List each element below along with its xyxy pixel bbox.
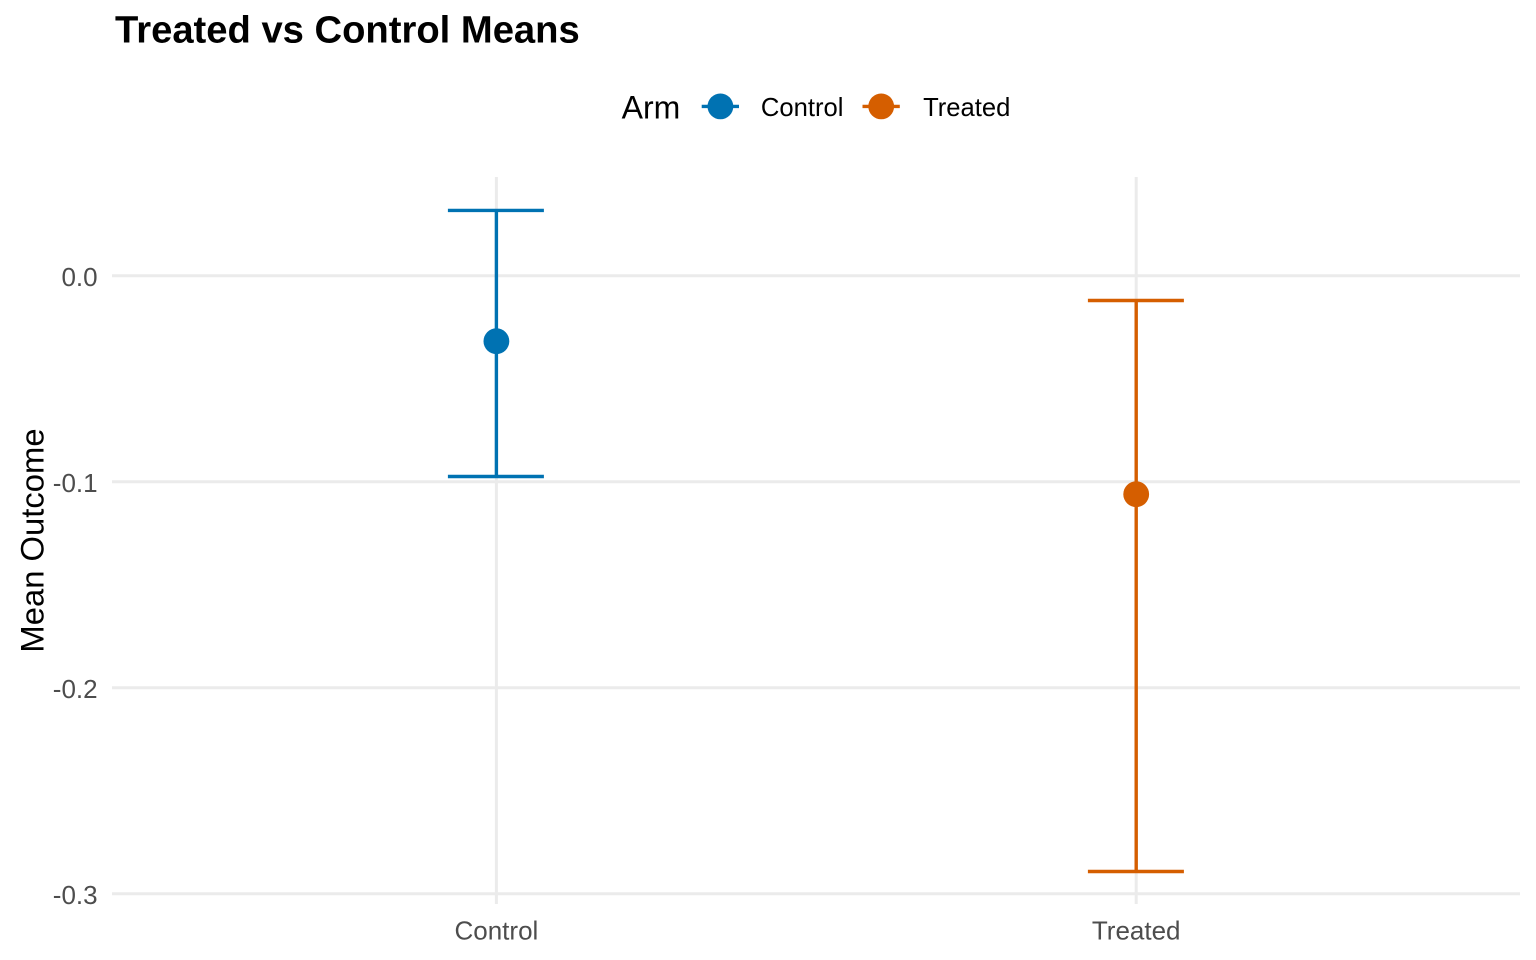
svg-text:-0.2: -0.2 [53, 674, 98, 704]
svg-text:Treated vs Control Means: Treated vs Control Means [115, 8, 580, 51]
svg-text:Treated: Treated [923, 94, 1010, 122]
svg-text:-0.3: -0.3 [53, 880, 98, 910]
svg-text:Treated: Treated [1092, 916, 1181, 946]
svg-text:0.0: 0.0 [61, 262, 97, 292]
svg-text:Control: Control [454, 916, 538, 946]
svg-text:-0.1: -0.1 [53, 468, 98, 498]
svg-text:Mean Outcome: Mean Outcome [14, 428, 51, 652]
svg-text:Arm: Arm [622, 90, 681, 126]
svg-text:Control: Control [761, 94, 844, 122]
